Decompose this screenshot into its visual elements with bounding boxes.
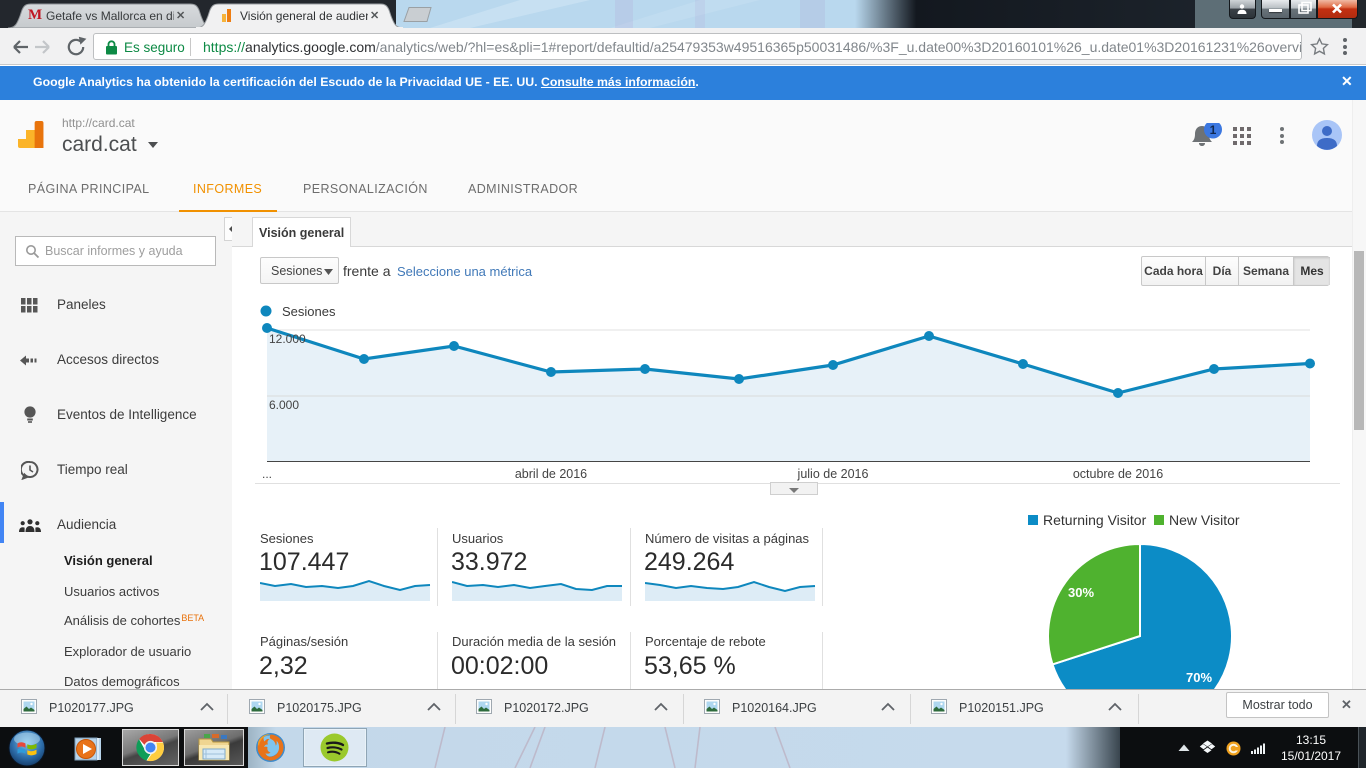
svg-text:30%: 30% bbox=[1068, 585, 1094, 600]
svg-text:Sesiones: Sesiones bbox=[282, 304, 336, 319]
svg-text:New Visitor: New Visitor bbox=[1169, 512, 1240, 528]
svg-text:70%: 70% bbox=[1186, 670, 1212, 685]
svg-text:6.000: 6.000 bbox=[269, 398, 299, 412]
svg-text:julio de 2016: julio de 2016 bbox=[797, 467, 869, 481]
svg-text:...: ... bbox=[262, 467, 272, 481]
svg-text:octubre de 2016: octubre de 2016 bbox=[1073, 467, 1163, 481]
svg-text:12.000: 12.000 bbox=[269, 332, 306, 346]
svg-text:abril de 2016: abril de 2016 bbox=[515, 467, 587, 481]
svg-text:Returning Visitor: Returning Visitor bbox=[1043, 512, 1147, 528]
svg-text:1: 1 bbox=[1210, 123, 1217, 137]
